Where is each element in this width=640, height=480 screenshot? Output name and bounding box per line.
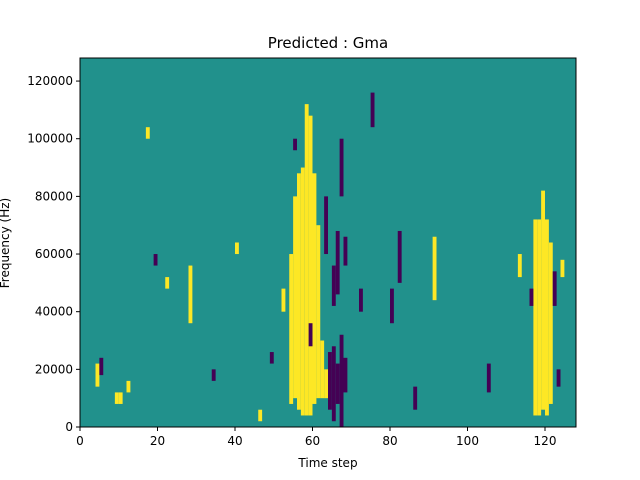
heatmap-cell-low [397,230,402,283]
heatmap-cell-low [343,236,348,266]
plot-area [79,57,577,428]
heatmap-cell-low [359,288,363,312]
heatmap-cell-high [541,190,545,410]
y-axis-title: Frequency (Hz) [0,198,12,289]
x-tick-label: 120 [534,434,557,448]
heatmap-cell-high [235,242,239,255]
heatmap-cell-high [537,219,542,416]
x-axis: 0 20 40 60 80 100 120 [76,427,556,448]
heatmap-cell-high [545,219,549,416]
y-tick-label: 100000 [27,132,73,146]
y-tick-label: 20000 [35,362,73,376]
heatmap-cell-high [304,104,309,416]
heatmap-cell-low [308,323,313,347]
heatmap-cell-high [95,363,100,387]
x-tick-label: 0 [76,434,84,448]
heatmap-cell-low [339,138,344,197]
heatmap-cell-low [552,271,557,306]
heatmap-cell-high [320,340,325,399]
heatmap-cell-high [308,115,313,416]
heatmap-cell-high [258,409,263,422]
heatmap-cell-low [269,352,274,364]
y-axis: 0 20000 40000 60000 80000 100000 120000 [27,74,80,434]
heatmap-cell-high [165,277,170,289]
heatmap-cell-low [390,288,394,324]
heatmap-cell-high [293,196,297,399]
plot-frame [79,57,577,428]
heatmap-cell-low [486,363,491,393]
heatmap-cell-low [324,196,328,255]
heatmap-cell-high [118,392,123,404]
y-tick-label: 120000 [27,74,73,88]
y-tick-label: 80000 [35,189,73,203]
heatmap-cell-low [339,334,344,427]
heatmap-cell-low [331,346,336,422]
heatmap-cell-low [556,369,561,387]
heatmap-cell-low [335,363,340,404]
y-tick-label: 0 [65,420,73,434]
heatmap-cell-high [114,392,119,404]
x-tick-label: 20 [150,434,165,448]
heatmap-cell-high [281,288,286,312]
x-axis-title: Time step [297,456,357,470]
heatmap-cell-low [331,265,336,306]
y-tick-label: 60000 [35,247,73,261]
heatmap-cell-high [432,236,437,301]
heatmap-cell-high [300,167,305,416]
heatmap-cell-high [316,225,321,399]
heatmap-cell-low [99,357,104,376]
heatmap-cell-high [312,173,317,404]
heatmap-cell-low [328,352,332,410]
chart-title: Predicted : Gma [268,34,388,52]
heatmap-cell-low [413,386,418,410]
heatmap-cell-high [533,219,538,416]
heatmap-cell-low [211,369,216,381]
heatmap-cell-low [343,357,348,393]
high-value-cells [95,104,565,422]
x-tick-label: 60 [305,434,320,448]
heatmap-cell-high [560,259,565,278]
heatmap-cell-low [529,288,534,306]
x-tick-label: 40 [227,434,242,448]
heatmap-cell-low [293,138,297,151]
heatmap-cell-high [324,369,328,399]
heatmap-cell-high [548,242,553,404]
x-tick-label: 100 [456,434,479,448]
low-value-cells [99,92,561,427]
heatmap-cell-high [289,254,294,404]
heatmap-cell-low [335,230,340,295]
heatmap-cell-low [153,254,158,266]
heatmap-cell-high [297,173,301,410]
heatmap-cell-high [145,127,150,139]
heatmap-cell-low [370,92,375,128]
heatmap-cell-high [126,380,131,393]
x-tick-label: 80 [382,434,397,448]
heatmap-cell-high [188,265,193,324]
heatmap-cell-high [517,254,522,278]
y-tick-label: 40000 [35,305,73,319]
